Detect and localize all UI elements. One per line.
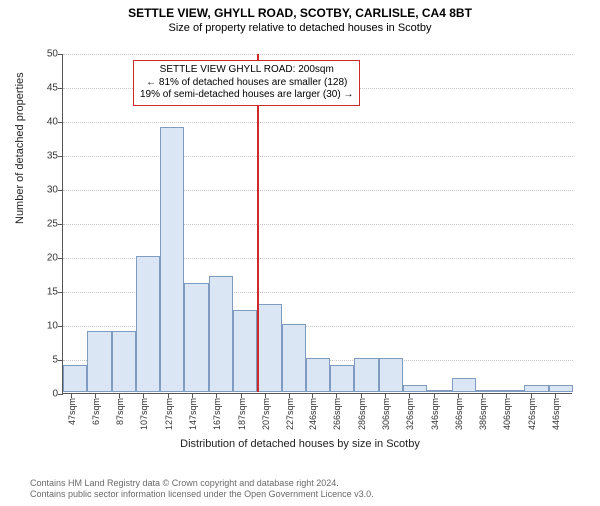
- xtick-label: 47sqm: [67, 398, 77, 425]
- histogram-bar: [160, 127, 184, 392]
- ytick-label: 25: [28, 219, 58, 230]
- annotation-line3: 19% of semi-detached houses are larger (…: [140, 89, 353, 102]
- histogram-bar: [452, 378, 476, 392]
- xtick-label: 266sqm: [332, 398, 342, 430]
- gridline: [63, 156, 573, 157]
- footer-line2: Contains public sector information licen…: [30, 489, 374, 500]
- ytick-label: 15: [28, 287, 58, 298]
- histogram-bar: [282, 324, 306, 392]
- gridline: [63, 54, 573, 55]
- annotation-line1: SETTLE VIEW GHYLL ROAD: 200sqm: [140, 64, 353, 77]
- ytick-mark: [58, 394, 63, 395]
- histogram-bar: [476, 390, 500, 392]
- ytick-label: 5: [28, 355, 58, 366]
- ytick-label: 50: [28, 49, 58, 60]
- xtick-label: 446sqm: [551, 398, 561, 430]
- ytick-label: 30: [28, 185, 58, 196]
- histogram-bar: [549, 385, 573, 392]
- histogram-bar: [257, 304, 281, 392]
- xtick-label: 127sqm: [164, 398, 174, 430]
- histogram-bar: [209, 276, 233, 392]
- ytick-mark: [58, 122, 63, 123]
- annotation-line2: ← 81% of detached houses are smaller (12…: [140, 77, 353, 90]
- histogram-bar: [354, 358, 378, 392]
- xtick-label: 107sqm: [139, 398, 149, 430]
- xtick-label: 286sqm: [357, 398, 367, 430]
- histogram-bar: [500, 390, 524, 392]
- xtick-label: 187sqm: [237, 398, 247, 430]
- ytick-label: 45: [28, 83, 58, 94]
- xtick-label: 147sqm: [188, 398, 198, 430]
- ytick-mark: [58, 326, 63, 327]
- gridline: [63, 122, 573, 123]
- ytick-label: 0: [28, 389, 58, 400]
- histogram-bar: [87, 331, 111, 392]
- xtick-label: 227sqm: [285, 398, 295, 430]
- xtick-label: 406sqm: [502, 398, 512, 430]
- ytick-mark: [58, 360, 63, 361]
- xtick-label: 67sqm: [91, 398, 101, 425]
- xtick-label: 87sqm: [115, 398, 125, 425]
- histogram-bar: [427, 390, 451, 392]
- histogram-bar: [524, 385, 548, 392]
- xtick-label: 306sqm: [381, 398, 391, 430]
- ytick-mark: [58, 258, 63, 259]
- plot-area: SETTLE VIEW GHYLL ROAD: 200sqm← 81% of d…: [62, 54, 572, 394]
- xtick-label: 426sqm: [527, 398, 537, 430]
- xtick-label: 326sqm: [405, 398, 415, 430]
- ytick-label: 40: [28, 117, 58, 128]
- footer-line1: Contains HM Land Registry data © Crown c…: [30, 478, 374, 489]
- page-subtitle: Size of property relative to detached ho…: [0, 22, 600, 34]
- annotation-box: SETTLE VIEW GHYLL ROAD: 200sqm← 81% of d…: [133, 60, 360, 106]
- page-title: SETTLE VIEW, GHYLL ROAD, SCOTBY, CARLISL…: [0, 6, 600, 20]
- histogram-bar: [379, 358, 403, 392]
- xtick-label: 366sqm: [454, 398, 464, 430]
- ytick-mark: [58, 224, 63, 225]
- xtick-label: 386sqm: [478, 398, 488, 430]
- xtick-label: 246sqm: [308, 398, 318, 430]
- ytick-label: 35: [28, 151, 58, 162]
- histogram-chart: SETTLE VIEW GHYLL ROAD: 200sqm← 81% of d…: [62, 54, 572, 394]
- histogram-bar: [403, 385, 427, 392]
- histogram-bar: [112, 331, 136, 392]
- xtick-label: 346sqm: [430, 398, 440, 430]
- ytick-mark: [58, 190, 63, 191]
- histogram-bar: [306, 358, 330, 392]
- histogram-bar: [330, 365, 354, 392]
- histogram-bar: [184, 283, 208, 392]
- gridline: [63, 190, 573, 191]
- ytick-label: 20: [28, 253, 58, 264]
- ytick-mark: [58, 292, 63, 293]
- ytick-mark: [58, 156, 63, 157]
- xtick-label: 167sqm: [212, 398, 222, 430]
- histogram-bar: [136, 256, 160, 392]
- gridline: [63, 224, 573, 225]
- ytick-mark: [58, 88, 63, 89]
- ytick-label: 10: [28, 321, 58, 332]
- y-axis-label: Number of detached properties: [14, 72, 26, 224]
- xtick-label: 207sqm: [261, 398, 271, 430]
- footer-attribution: Contains HM Land Registry data © Crown c…: [30, 478, 374, 501]
- histogram-bar: [233, 310, 257, 392]
- ytick-mark: [58, 54, 63, 55]
- x-axis-label: Distribution of detached houses by size …: [0, 438, 600, 450]
- histogram-bar: [63, 365, 87, 392]
